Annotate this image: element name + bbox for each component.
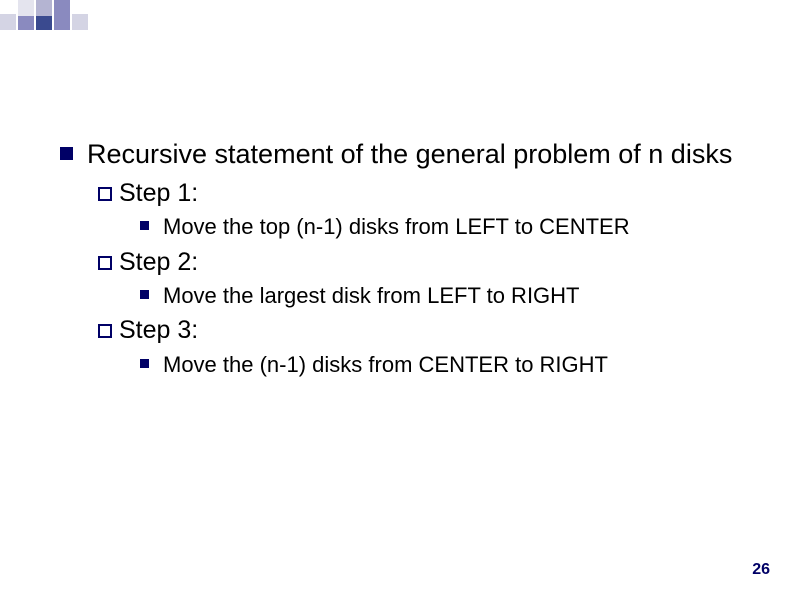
deco-square: [18, 0, 34, 16]
deco-square: [54, 0, 70, 16]
bullet-level2: Step 3:: [98, 315, 764, 346]
content-area: Recursive statement of the general probl…: [60, 138, 764, 382]
step-detail: Move the top (n-1) disks from LEFT to CE…: [163, 213, 630, 241]
deco-square: [54, 14, 70, 30]
hollow-square-icon: [98, 256, 112, 270]
step-detail: Move the (n-1) disks from CENTER to RIGH…: [163, 351, 608, 379]
deco-square: [0, 14, 16, 30]
bullet-level1: Recursive statement of the general probl…: [60, 138, 764, 172]
hollow-square-icon: [98, 187, 112, 201]
bullet-level3: Move the (n-1) disks from CENTER to RIGH…: [140, 351, 764, 379]
hollow-square-icon: [98, 324, 112, 338]
slide: Recursive statement of the general probl…: [0, 0, 794, 595]
deco-square: [18, 14, 34, 30]
step-label: Step 1:: [119, 178, 198, 209]
small-square-bullet-icon: [140, 221, 149, 230]
square-bullet-icon: [60, 147, 73, 160]
small-square-bullet-icon: [140, 359, 149, 368]
deco-square: [72, 14, 88, 30]
step-label: Step 3:: [119, 315, 198, 346]
step-detail: Move the largest disk from LEFT to RIGHT: [163, 282, 580, 310]
bullet-level2: Step 1:: [98, 178, 764, 209]
bullet-level3: Move the top (n-1) disks from LEFT to CE…: [140, 213, 764, 241]
deco-square: [36, 14, 52, 30]
corner-decoration: [0, 0, 160, 40]
page-number: 26: [752, 561, 770, 579]
main-bullet-text: Recursive statement of the general probl…: [87, 138, 732, 172]
bullet-level3: Move the largest disk from LEFT to RIGHT: [140, 282, 764, 310]
step-label: Step 2:: [119, 247, 198, 278]
deco-square: [36, 0, 52, 16]
small-square-bullet-icon: [140, 290, 149, 299]
bullet-level2: Step 2:: [98, 247, 764, 278]
